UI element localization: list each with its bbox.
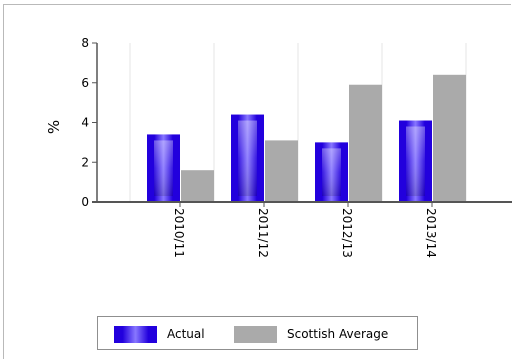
bar-highlight-2 — [238, 120, 257, 196]
bar-highlight-3 — [322, 148, 341, 196]
x-tick-label: 2013/14 — [424, 208, 438, 258]
bar-scottish-average-3 — [349, 84, 382, 202]
y-tick-label: 8 — [81, 36, 89, 50]
bar-highlight-4 — [406, 126, 425, 196]
bar-scottish-average-4 — [433, 74, 466, 202]
x-tick-label: 2011/12 — [256, 208, 270, 258]
legend-label-actual: Actual — [167, 327, 205, 341]
bar-chart: 0 2 4 6 8 2010/11 2011/12 2012/13 2013/14 % — [45, 36, 512, 258]
y-tick-label: 0 — [81, 195, 89, 209]
y-tick-label: 6 — [81, 76, 89, 90]
x-tick-label: 2010/11 — [172, 208, 186, 258]
legend-item-scottish-average: Scottish Average — [234, 325, 388, 343]
bar-scottish-average-1 — [181, 170, 214, 202]
y-tick-label: 4 — [81, 116, 89, 130]
legend-label-scottish-average: Scottish Average — [287, 327, 389, 341]
y-tick-label: 2 — [81, 155, 89, 169]
x-tick-label: 2012/13 — [340, 208, 354, 258]
bar-scottish-average-2 — [265, 140, 298, 202]
legend: Actual Scottish Average — [97, 316, 418, 350]
bar-highlight-1 — [154, 140, 173, 196]
legend-swatch-scottish-average — [234, 325, 277, 343]
legend-swatch-actual — [114, 325, 157, 343]
y-axis-title: % — [45, 120, 63, 134]
legend-item-actual: Actual — [114, 325, 205, 343]
chart-frame: 0 2 4 6 8 2010/11 2011/12 2012/13 2013/14 % Act… — [3, 4, 512, 359]
